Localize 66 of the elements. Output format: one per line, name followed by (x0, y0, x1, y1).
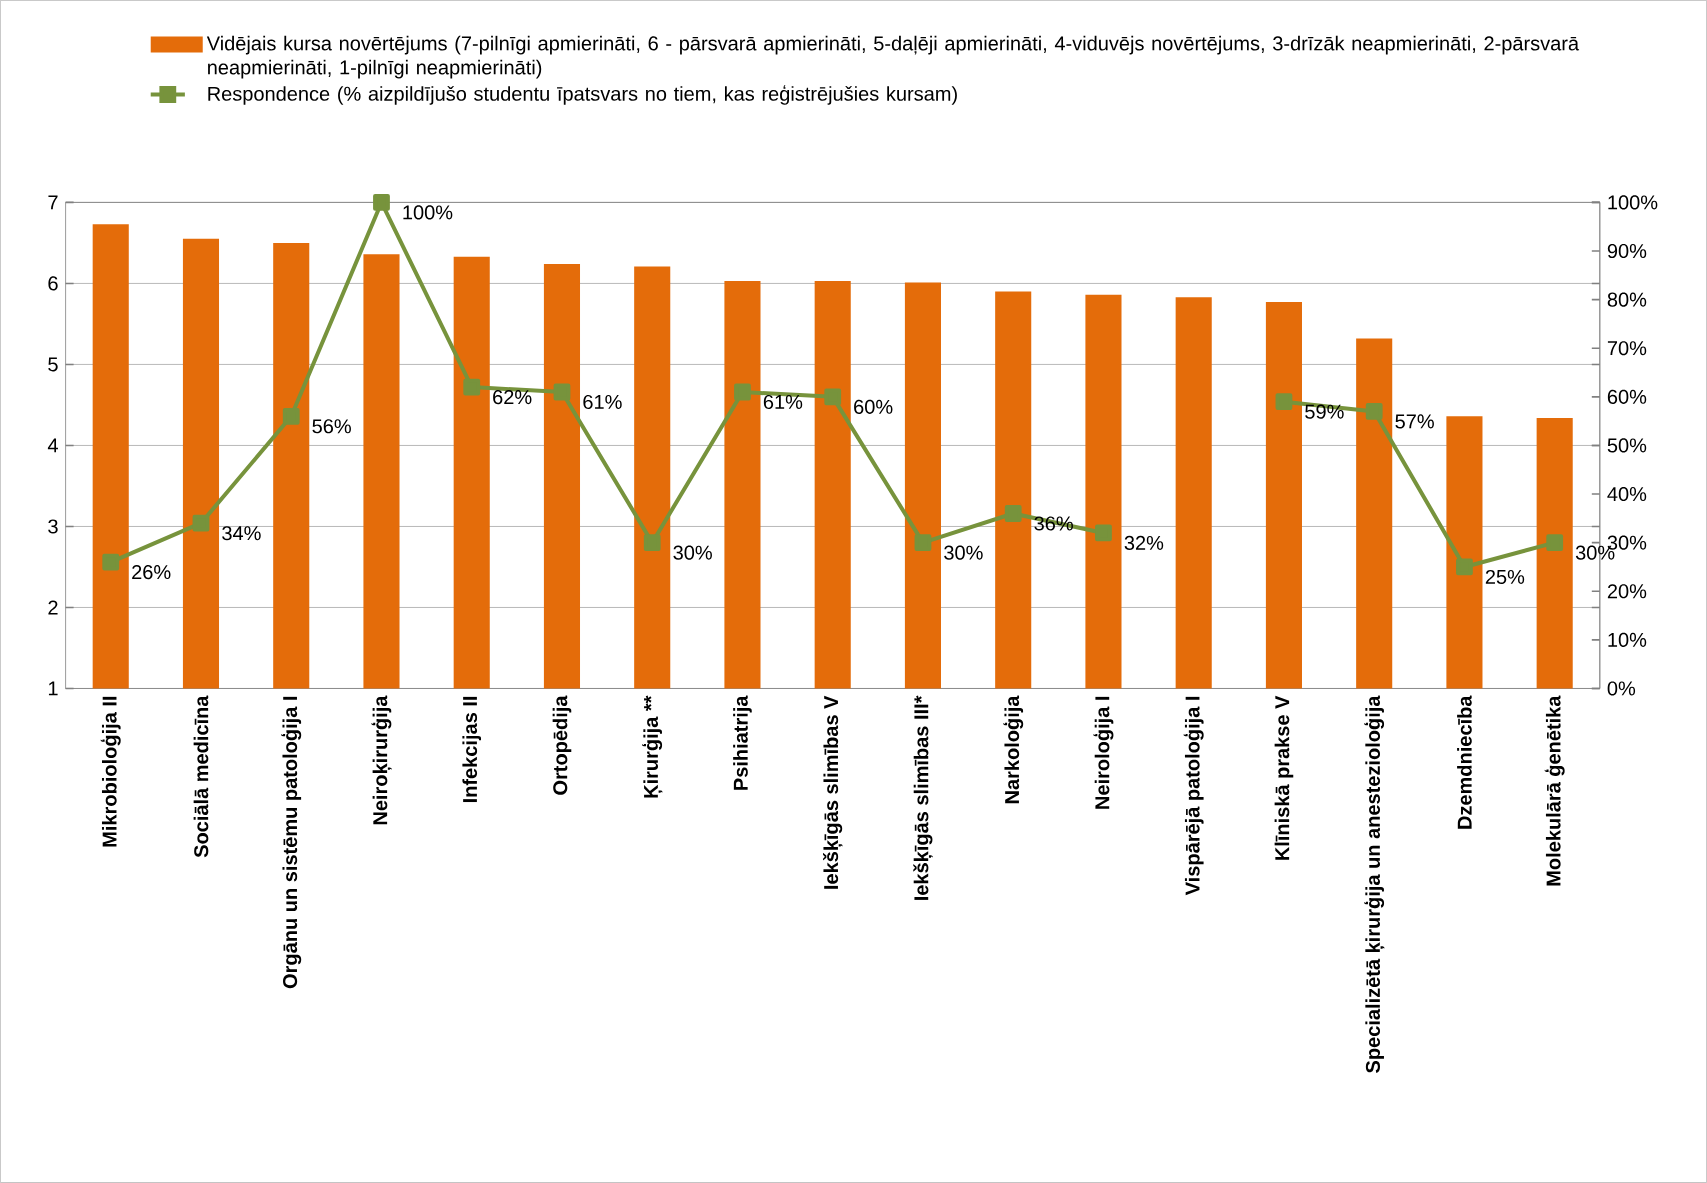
y-tick-label: 3 (48, 519, 58, 534)
y2-tick-label: 0% (1607, 681, 1636, 696)
y-tick-label: 2 (48, 600, 58, 615)
data-label: 60% (854, 399, 893, 414)
legend-label: Vidējais kursa novērtējums (7-pilnīgi apmierināti, 6 - pārsvarā apmierināti, 5-daļēji apmierināti, 4-viduvējs novērtējums, 3-drīzāk neapmierināti, 2-pārsvarā neapmierināti, 1-pilnīgi neapmierināti) (206, 35, 1580, 79)
point (373, 194, 390, 211)
x-tick-label: Molekulārā ģenētika (1544, 695, 1565, 886)
data-label: 61% (583, 394, 622, 410)
data-label: 32% (1124, 535, 1164, 551)
y2-tick-label: 50% (1607, 438, 1647, 453)
y-tick-label: 6 (48, 276, 58, 291)
x-tick-label: Mikrobioloģija II (100, 696, 121, 847)
data-label: 26% (132, 565, 171, 580)
x-tick-label: Neiroķirurģija (371, 695, 392, 825)
x-tick-label: Iekšķīgās slimības V (823, 695, 843, 889)
point (914, 534, 932, 552)
x-tick-label: Iekšķīgās slimības III* (913, 695, 933, 900)
data-label: 62% (493, 390, 532, 405)
y2-tick-label: 70% (1607, 341, 1647, 356)
point (1275, 393, 1293, 411)
data-label: 34% (222, 526, 261, 541)
x-tick-label: Neiroloģija I (1093, 696, 1114, 809)
y2-tick-label: 100% (1608, 195, 1658, 210)
data-label: 59% (1305, 404, 1344, 419)
x-tick-label: Narkoloģija (1003, 695, 1024, 804)
point (643, 534, 661, 552)
y-tick-label: 4 (47, 438, 58, 453)
point (824, 388, 842, 406)
data-label: 25% (1485, 569, 1525, 585)
data-label: 100% (403, 205, 453, 220)
data-label: 57% (1395, 414, 1434, 429)
point (102, 553, 120, 571)
y-tick-label: 1 (48, 681, 58, 696)
data-label: 30% (944, 545, 983, 560)
point (1365, 403, 1383, 420)
point (192, 514, 210, 532)
y2-tick-label: 20% (1607, 584, 1647, 599)
legend-label: Respondence (% aizpildījušo studentu īpatsvars no tiem, kas reģistrējušies kursam) (208, 85, 957, 105)
x-tick-label: Dzemdniecība (1457, 695, 1472, 829)
x-tick-label: Orgānu un sistēmu patoloģija I (281, 696, 302, 989)
y2-tick-label: 80% (1607, 292, 1647, 307)
point (463, 378, 481, 396)
x-tick-label: Ķirurģija ** (642, 695, 663, 798)
point (1095, 524, 1112, 542)
y2-tick-label: 60% (1607, 389, 1647, 404)
point (1456, 558, 1473, 576)
point (1004, 505, 1022, 522)
point (734, 383, 751, 401)
x-tick-label: Psihiatrija (733, 695, 752, 790)
data-label: 30% (673, 545, 712, 560)
x-tick-label: Sociālā medicīna (193, 695, 209, 858)
x-tick-label: Klīniskā prakse V (1274, 695, 1294, 860)
point (553, 383, 571, 401)
y2-tick-label: 90% (1607, 243, 1647, 259)
x-tick-label: Ortopēdija (552, 695, 572, 795)
x-tick-label: Specializētā ķirurģija un anestezioloģija (1364, 695, 1385, 1073)
point (282, 407, 300, 425)
data-label: 56% (312, 419, 351, 434)
point (1546, 534, 1564, 552)
y2-tick-label: 10% (1608, 632, 1647, 647)
y2-tick-label: 40% (1607, 487, 1647, 502)
x-tick-label: Vispārējā patoloģija I (1183, 696, 1204, 896)
y-tick-label: 5 (48, 357, 58, 372)
y-tick-label: 7 (48, 195, 58, 210)
x-tick-label: Infekcijas II (462, 696, 482, 803)
data-label: 61% (763, 394, 803, 410)
